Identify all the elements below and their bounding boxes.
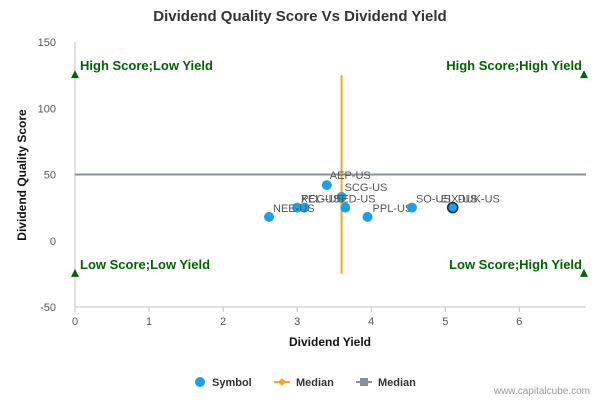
x-tick-label: 6 bbox=[516, 316, 522, 328]
data-point[interactable] bbox=[336, 192, 347, 203]
data-point[interactable] bbox=[406, 202, 417, 213]
legend-median-score-marker bbox=[360, 378, 368, 386]
y-tick-label: 0 bbox=[50, 236, 56, 248]
x-tick-label: 2 bbox=[220, 316, 226, 328]
quadrant-marker-top-right bbox=[580, 70, 588, 79]
data-point[interactable] bbox=[447, 202, 458, 213]
data-point-outline bbox=[446, 201, 459, 214]
point-label: AEP-US bbox=[330, 170, 371, 182]
chart-credit: www.capitalcube.com bbox=[493, 386, 590, 397]
quadrant-label-bottom-left: Low Score;Low Yield bbox=[80, 257, 210, 272]
axes: 0 1 2 3 4 5 6 -50 0 50 100 150 bbox=[38, 37, 586, 328]
point-label: PCG-US bbox=[301, 194, 344, 206]
legend-symbol-label[interactable]: Symbol bbox=[212, 377, 252, 389]
x-axis-title: Dividend Yield bbox=[289, 335, 371, 349]
point-label: EIX-US bbox=[441, 194, 478, 206]
data-point[interactable] bbox=[292, 202, 303, 213]
quadrant-marker-bottom-left bbox=[71, 268, 79, 277]
quadrant-marker-bottom-right bbox=[580, 268, 588, 277]
point-label: SO-US bbox=[416, 194, 451, 206]
x-tick-label: 3 bbox=[294, 316, 300, 328]
legend-median-score-label[interactable]: Median bbox=[378, 377, 416, 389]
x-tick-label: 5 bbox=[442, 316, 448, 328]
quadrant-marker-top-left bbox=[71, 70, 79, 79]
quadrant-label-bottom-right: Low Score;High Yield bbox=[449, 257, 582, 272]
point-label: DUK-US bbox=[458, 194, 500, 206]
data-point[interactable] bbox=[299, 202, 310, 213]
y-tick-label: 150 bbox=[38, 37, 56, 49]
point-label: SCG-US bbox=[345, 182, 388, 194]
point-label: PPL-US bbox=[373, 203, 413, 215]
data-point[interactable] bbox=[264, 211, 275, 222]
data-point[interactable] bbox=[362, 211, 373, 222]
y-tick-label: -50 bbox=[40, 302, 56, 314]
y-axis-title: Dividend Quality Score bbox=[15, 109, 29, 241]
data-point[interactable] bbox=[321, 180, 332, 191]
quadrant-label-top-right: High Score;High Yield bbox=[446, 58, 582, 73]
quadrant-label-top-left: High Score;Low Yield bbox=[80, 58, 213, 73]
y-tick-label: 50 bbox=[44, 170, 56, 182]
point-label: ED-US bbox=[341, 194, 375, 206]
chart-title: Dividend Quality Score Vs Dividend Yield bbox=[153, 8, 446, 25]
x-tick-label: 1 bbox=[146, 316, 152, 328]
point-label: XEL-US bbox=[301, 194, 341, 206]
legend[interactable]: Symbol Median Median bbox=[195, 377, 416, 389]
legend-median-yield-label[interactable]: Median bbox=[296, 377, 334, 389]
x-tick-label: 4 bbox=[368, 316, 374, 328]
quadrant-labels: High Score;Low Yield High Score;High Yiel… bbox=[71, 58, 588, 277]
legend-median-yield-marker bbox=[278, 378, 286, 386]
legend-symbol-marker bbox=[195, 377, 205, 387]
median-lines bbox=[75, 75, 586, 274]
point-label: NEE-US bbox=[273, 203, 315, 215]
x-tick-label: 0 bbox=[72, 316, 78, 328]
y-tick-label: 100 bbox=[38, 103, 56, 115]
data-point[interactable] bbox=[340, 202, 351, 213]
